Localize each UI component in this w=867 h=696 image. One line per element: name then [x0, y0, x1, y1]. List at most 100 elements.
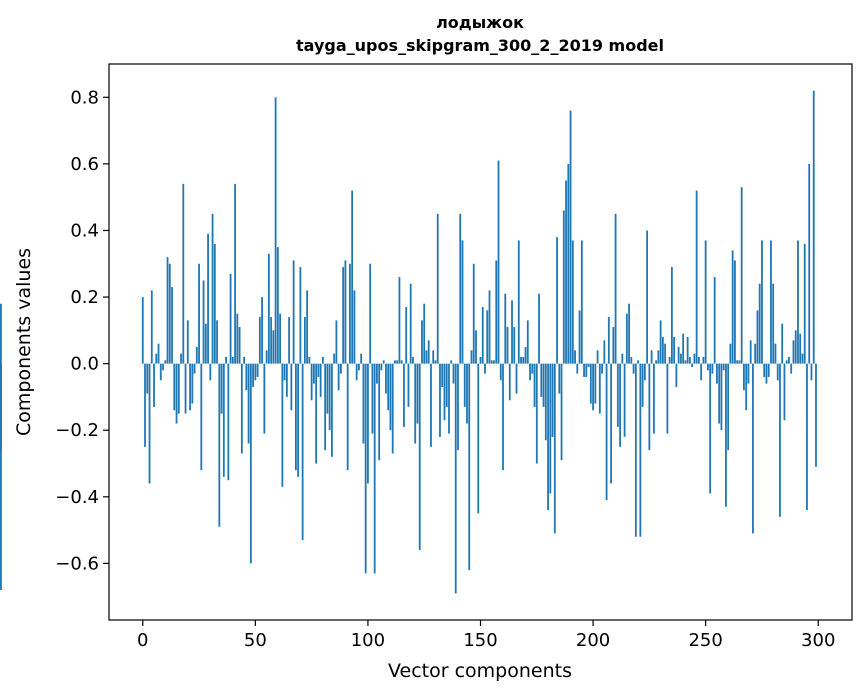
bar: [283, 363, 286, 381]
bar: [524, 346, 527, 364]
bar: [621, 353, 624, 364]
bar: [202, 280, 205, 364]
bar: [189, 363, 191, 411]
y-tick-label: 0.8: [70, 87, 99, 108]
bar: [164, 360, 167, 364]
bar: [704, 240, 707, 364]
bar: [517, 240, 520, 364]
bar: [355, 363, 358, 381]
bar: [207, 233, 209, 364]
bar: [454, 363, 457, 594]
bar: [765, 363, 768, 384]
x-axis-label: Vector components: [388, 660, 572, 682]
bar: [425, 350, 428, 364]
bar: [340, 363, 342, 374]
bar: [412, 356, 414, 364]
bar: [220, 363, 223, 414]
bar: [639, 363, 642, 537]
bar: [616, 363, 619, 427]
bar: [308, 356, 311, 364]
bar: [781, 323, 784, 364]
bar: [569, 110, 572, 364]
bar: [686, 337, 689, 364]
bar: [261, 297, 263, 364]
bar: [556, 237, 558, 364]
y-tick-label: 0.2: [70, 287, 99, 308]
chart-subtitle: tayga_upos_skipgram_300_2_2019 model: [296, 36, 664, 55]
bar: [790, 363, 793, 374]
x-tick-label: 100: [351, 630, 385, 651]
bar: [720, 363, 723, 431]
bar: [321, 356, 324, 364]
bar: [391, 363, 394, 454]
bar: [144, 363, 146, 447]
bar: [612, 327, 615, 364]
bar: [319, 363, 322, 397]
bar: [175, 363, 178, 424]
bar: [276, 247, 279, 364]
bar: [508, 363, 511, 401]
bar: [333, 353, 336, 364]
bar: [605, 363, 608, 501]
bar: [177, 363, 180, 414]
bar: [666, 363, 669, 434]
bar: [294, 363, 297, 471]
x-tick-label: 0: [137, 630, 148, 651]
bar: [216, 320, 218, 364]
bar: [218, 363, 221, 527]
bar: [240, 363, 243, 454]
y-tick-label: −0.2: [55, 420, 99, 441]
bar: [504, 293, 507, 364]
bar: [490, 360, 493, 364]
bar: [529, 363, 531, 381]
bar: [794, 330, 797, 364]
x-tick-label: 50: [244, 630, 267, 651]
bar: [243, 356, 245, 364]
bar: [249, 363, 252, 564]
bar: [515, 363, 518, 394]
bar: [394, 360, 396, 364]
bar: [808, 163, 811, 364]
y-tick-label: 0.6: [70, 154, 99, 175]
bar: [785, 360, 788, 364]
bar: [146, 363, 149, 394]
x-axis: 0 50 100 150 200 250 300: [137, 620, 835, 651]
bar: [200, 363, 203, 471]
bar: [664, 343, 667, 364]
bar: [682, 333, 685, 364]
bar: [380, 363, 383, 371]
bar: [303, 317, 306, 364]
bar: [592, 363, 594, 411]
bar: [646, 230, 649, 364]
bar: [763, 363, 766, 377]
bar: [281, 363, 284, 487]
bar: [788, 356, 790, 364]
bar: [245, 363, 248, 391]
bar: [571, 240, 574, 364]
bar: [729, 343, 732, 364]
bar: [551, 363, 554, 437]
bar: [376, 363, 378, 384]
bar: [481, 307, 484, 364]
bar: [576, 363, 579, 374]
bar: [479, 356, 482, 364]
bar: [191, 363, 194, 404]
bar: [776, 363, 779, 381]
bar: [718, 363, 721, 424]
bar: [630, 356, 633, 364]
bar: [749, 340, 752, 364]
bar: [256, 363, 259, 377]
bar: [274, 97, 277, 364]
bar: [812, 90, 815, 364]
bar: [400, 360, 403, 364]
bar: [288, 317, 291, 364]
bar: [648, 363, 651, 451]
bar: [452, 363, 455, 384]
bar: [353, 290, 356, 364]
bar: [722, 363, 725, 371]
bar: [344, 260, 347, 364]
bar: [297, 363, 300, 477]
bar: [792, 340, 795, 364]
bar: [637, 360, 640, 364]
bar: [693, 353, 696, 364]
